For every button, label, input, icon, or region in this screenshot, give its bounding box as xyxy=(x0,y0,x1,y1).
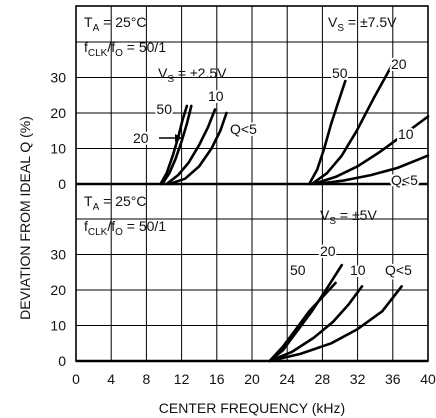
series-curve-50 xyxy=(159,104,189,186)
x-tick-label: 8 xyxy=(143,371,151,387)
fclk-ratio-label: fCLK/fO = 50/1 xyxy=(84,218,166,238)
series-label: 20 xyxy=(133,130,149,146)
supply-voltage-label: VS = ±5V xyxy=(320,207,377,227)
series-curve-20 xyxy=(310,65,393,186)
x-tick-label: 24 xyxy=(279,371,295,387)
y-tick-label: 20 xyxy=(50,105,66,121)
x-tick-label: 40 xyxy=(420,371,436,387)
series-label: 50 xyxy=(290,262,306,278)
series-label: 10 xyxy=(398,126,414,142)
y-tick-label: 30 xyxy=(50,70,66,86)
series-curve-50 xyxy=(268,281,337,363)
series-label: 20 xyxy=(320,243,336,259)
x-tick-label: 32 xyxy=(350,371,366,387)
y-tick-label: 30 xyxy=(50,247,66,263)
x-axis-label: CENTER FREQUENCY (kHz) xyxy=(159,400,345,416)
x-tick-label: 12 xyxy=(174,371,190,387)
grid-layer xyxy=(75,5,429,362)
fclk-ratio-label: fCLK/fO = 50/1 xyxy=(84,39,166,59)
x-tick-label: 28 xyxy=(315,371,331,387)
x-tick-label: 20 xyxy=(244,371,260,387)
series-curve-10 xyxy=(312,115,430,186)
y-axis-label: DEVIATION FROM IDEAL Q (%) xyxy=(17,116,33,320)
series-curve-50 xyxy=(307,79,347,186)
series-label: Q<5 xyxy=(230,121,257,137)
series-label: Q<5 xyxy=(385,262,412,278)
series-label: 20 xyxy=(391,56,407,72)
series-curve-Qlt5 xyxy=(168,111,228,186)
y-tick-label: 10 xyxy=(50,141,66,157)
series-label: 50 xyxy=(332,65,348,81)
series-curve-Qlt5 xyxy=(268,285,403,363)
y-tick-label: 10 xyxy=(50,318,66,334)
arrow-head-icon xyxy=(175,134,182,142)
y-tick-label: 0 xyxy=(58,176,66,192)
series-curve-Qlt5 xyxy=(315,154,430,186)
series-label: 10 xyxy=(208,88,224,104)
text-layer: DEVIATION FROM IDEAL Q (%) CENTER FREQUE… xyxy=(17,14,436,416)
series-curve-20 xyxy=(268,263,344,363)
y-tick-label: 20 xyxy=(50,282,66,298)
y-tick-label: 0 xyxy=(58,353,66,369)
series-label: 10 xyxy=(350,262,366,278)
supply-voltage-label: VS = ±7.5V xyxy=(328,14,397,34)
x-tick-label: 4 xyxy=(107,371,115,387)
series-curve-10 xyxy=(268,285,364,363)
x-tick-label: 36 xyxy=(385,371,401,387)
x-tick-label: 0 xyxy=(72,371,80,387)
x-tick-label: 16 xyxy=(209,371,225,387)
series-label: Q<5 xyxy=(391,172,418,188)
series-label: 50 xyxy=(156,101,172,117)
series-curve-10 xyxy=(165,108,217,186)
curve-layer xyxy=(76,65,430,363)
supply-voltage-label: VS = ±2.5V xyxy=(158,65,227,85)
series-curve-20 xyxy=(160,104,193,186)
ta-label: TA = 25°C xyxy=(84,14,146,34)
ta-label: TA = 25°C xyxy=(84,193,146,213)
